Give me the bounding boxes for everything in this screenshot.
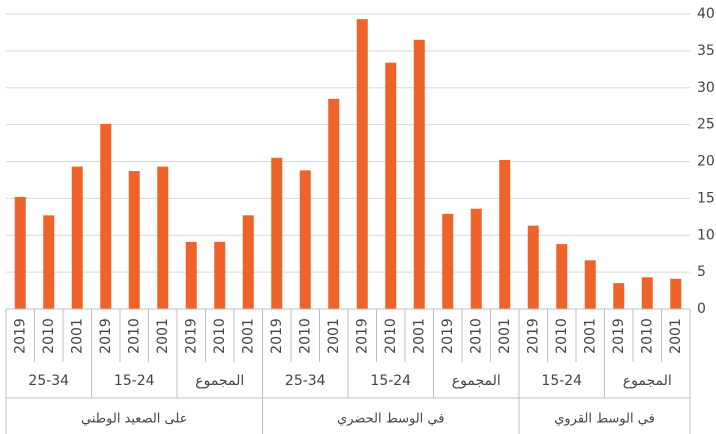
x-tick-label: 2010 — [639, 318, 655, 354]
bar — [499, 160, 511, 309]
bar — [242, 215, 254, 309]
age-group-label: 15-24 — [541, 373, 582, 389]
age-group-label: المجموع — [195, 373, 244, 389]
bar — [299, 170, 311, 309]
y-tick-label: 30 — [697, 80, 715, 96]
x-tick-label: 2010 — [212, 318, 228, 354]
age-group-label: المجموع — [623, 373, 672, 389]
bar — [442, 213, 454, 309]
x-tick-label: 2001 — [668, 318, 684, 354]
bar — [328, 98, 340, 309]
y-tick-label: 15 — [697, 190, 715, 206]
age-group-label: 15-24 — [114, 373, 155, 389]
bar — [271, 157, 283, 309]
x-tick-label: 2001 — [155, 318, 171, 354]
y-tick-label: 40 — [697, 6, 715, 22]
bar — [356, 19, 368, 309]
bar — [613, 283, 625, 309]
bar — [128, 171, 140, 309]
bar — [185, 241, 197, 309]
bar — [157, 166, 169, 309]
bar — [413, 39, 425, 309]
region-label: على الصعيد الوطني — [81, 412, 187, 427]
y-tick-label: 10 — [697, 227, 715, 243]
region-label: في الوسط القروي — [554, 412, 655, 427]
age-group-label: 15-24 — [370, 373, 411, 389]
y-tick-label: 0 — [697, 301, 706, 317]
x-tick-label: 2019 — [354, 318, 370, 354]
bar — [584, 260, 596, 309]
x-tick-label: 2019 — [611, 318, 627, 354]
x-tick-label: 2010 — [41, 318, 57, 354]
y-tick-label: 20 — [697, 154, 715, 170]
bar — [14, 196, 26, 309]
x-tick-label: 2019 — [98, 318, 114, 354]
bar — [71, 166, 83, 309]
x-tick-label: 2019 — [269, 318, 285, 354]
x-tick-label: 2019 — [440, 318, 456, 354]
x-tick-label: 2001 — [240, 318, 256, 354]
bar — [214, 241, 226, 309]
y-tick-label: 35 — [697, 43, 715, 59]
x-tick-label: 2010 — [126, 318, 142, 354]
bar — [527, 225, 539, 309]
x-tick-label: 2010 — [468, 318, 484, 354]
x-tick-label: 2010 — [383, 318, 399, 354]
bar — [43, 215, 55, 309]
x-tick-label: 2019 — [183, 318, 199, 354]
x-tick-label: 2001 — [582, 318, 598, 354]
age-group-label: 25-34 — [285, 373, 326, 389]
bar — [670, 278, 682, 309]
age-group-label: المجموع — [452, 373, 501, 389]
y-tick-label: 5 — [697, 264, 706, 280]
bar — [641, 277, 653, 309]
x-tick-label: 2019 — [12, 318, 28, 354]
x-tick-label: 2001 — [497, 318, 513, 354]
x-tick-label: 2001 — [69, 318, 85, 354]
x-tick-label: 2001 — [326, 318, 342, 354]
bar — [385, 62, 397, 309]
x-tick-label: 2001 — [411, 318, 427, 354]
region-label: في الوسط الحضري — [337, 412, 444, 427]
age-group-label: 25-34 — [28, 373, 69, 389]
bar — [100, 123, 112, 309]
x-tick-label: 2010 — [297, 318, 313, 354]
x-tick-label: 2019 — [525, 318, 541, 354]
bar — [470, 208, 482, 309]
bar — [556, 244, 568, 309]
y-tick-label: 25 — [697, 117, 715, 133]
x-tick-label: 2010 — [554, 318, 570, 354]
